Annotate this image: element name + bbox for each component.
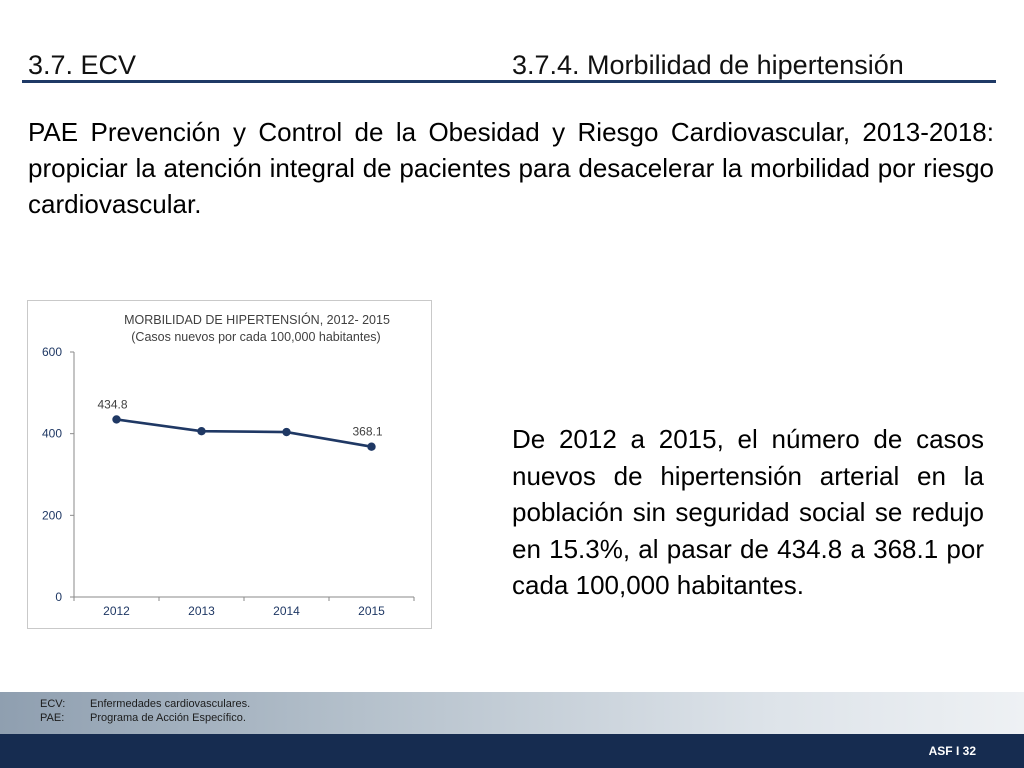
data-point: [282, 427, 291, 437]
chart-subtitle: (Casos nuevos por cada 100,000 habitante…: [131, 330, 380, 344]
footer-band: [0, 692, 1024, 734]
chart-frame: MORBILIDAD DE HIPERTENSIÓN, 2012- 2015 (C…: [27, 300, 432, 629]
footnote-definition: Enfermedades cardiovasculares.: [90, 698, 251, 710]
summary-paragraph: De 2012 a 2015, el número de casos nuevo…: [512, 424, 984, 600]
y-tick-label: 600: [42, 345, 62, 359]
section-title: 3.7. ECV: [28, 50, 137, 80]
data-label: 434.8: [97, 397, 127, 411]
y-tick-label: 200: [42, 508, 62, 522]
chart-title: MORBILIDAD DE HIPERTENSIÓN, 2012- 2015: [124, 312, 390, 327]
data-label: 368.1: [352, 425, 382, 439]
footnote-term: PAE:: [40, 712, 65, 724]
line-chart: MORBILIDAD DE HIPERTENSIÓN, 2012- 2015 (C…: [42, 312, 415, 618]
footnote-term: ECV:: [40, 698, 66, 710]
footnotes: ECV: Enfermedades cardiovasculares. PAE: P…: [40, 697, 250, 725]
series-line: [116, 418, 372, 448]
subsection-title: 3.7.4. Morbilidad de hipertensión: [512, 50, 904, 80]
header-divider: [22, 80, 996, 83]
x-tick-label: 2014: [273, 604, 300, 618]
footnote-ecv: ECV: Enfermedades cardiovasculares.: [40, 697, 250, 711]
data-point: [367, 442, 376, 451]
data-point: [112, 415, 121, 424]
page-number: ASF I 32: [928, 744, 976, 758]
bottom-bar: ASF I 32: [0, 734, 1024, 768]
x-tick-label: 2012: [103, 604, 130, 618]
x-tick-label: 2015: [358, 604, 385, 618]
slide-header: 3.7. ECV 3.7.4. Morbilidad de hipertensi…: [28, 50, 992, 90]
intro-paragraph: PAE Prevención y Control de la Obesidad …: [28, 117, 994, 219]
data-point: [197, 427, 206, 436]
x-tick-label: 2013: [188, 604, 215, 618]
y-tick-label: 400: [42, 427, 62, 441]
footnote-definition: Programa de Acción Específico.: [90, 712, 246, 724]
footnote-pae: PAE: Programa de Acción Específico.: [40, 711, 250, 725]
y-tick-label: 0: [55, 590, 62, 604]
